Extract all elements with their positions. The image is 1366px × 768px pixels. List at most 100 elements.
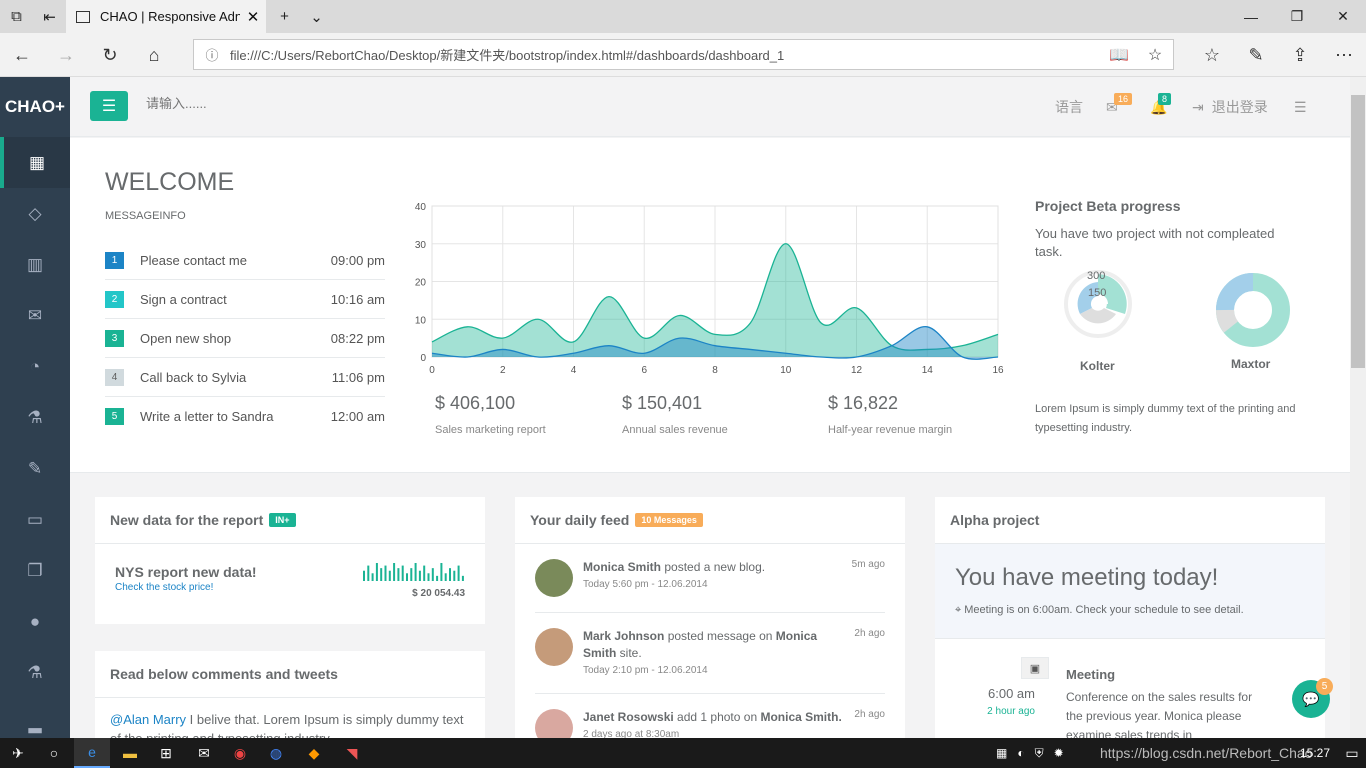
logout-link[interactable]: ⇥ 退出登录 bbox=[1192, 77, 1268, 137]
tab-preview-icon[interactable]: ⧉ bbox=[11, 8, 22, 25]
sparkline-bar bbox=[461, 575, 464, 581]
sublime-icon[interactable]: ◆ bbox=[308, 744, 320, 761]
sidebar-item-graphs[interactable]: ▥ bbox=[0, 239, 70, 290]
app-icon[interactable]: ◥ bbox=[346, 744, 358, 761]
start-icon[interactable]: ✈ bbox=[12, 744, 24, 761]
kolter-label-150: 150 bbox=[1088, 287, 1107, 299]
app-icon[interactable]: ◍ bbox=[269, 744, 283, 761]
tray-icon[interactable]: ◐ bbox=[1017, 746, 1025, 760]
notifications-button[interactable]: 🔔 8 bbox=[1150, 77, 1172, 137]
diamond-icon: ◇ bbox=[28, 203, 42, 223]
event-time: 6:00 am bbox=[988, 686, 1035, 701]
kolter-name: Kolter bbox=[1080, 359, 1115, 373]
edit-icon: ✎ bbox=[27, 458, 43, 478]
x-tick-label: 12 bbox=[851, 365, 863, 376]
menu-toggle-button[interactable]: ☰ bbox=[90, 91, 128, 121]
sidebar-item-ui-elements[interactable]: ⚗ bbox=[0, 647, 70, 698]
y-tick-label: 40 bbox=[415, 202, 427, 213]
feed-user[interactable]: Janet Rosowski bbox=[583, 710, 674, 724]
stat-block: $ 150,401 Annual sales revenue bbox=[622, 393, 728, 436]
restore-icon[interactable]: ❐ bbox=[1290, 8, 1304, 24]
sidebar-item-laptop[interactable]: ▂ bbox=[0, 698, 70, 749]
task-time: 11:06 pm bbox=[331, 369, 385, 385]
reading-view-icon[interactable]: 📖 bbox=[1109, 46, 1129, 64]
file-explorer-icon[interactable]: ▬ bbox=[123, 745, 137, 761]
feed-title: Your daily feed bbox=[530, 512, 630, 528]
feed-item[interactable]: Monica Smith posted a new blog. Today 5:… bbox=[535, 559, 885, 613]
web-note-pen-icon[interactable]: ✎ bbox=[1248, 44, 1264, 65]
refresh-icon[interactable]: ↻ bbox=[102, 44, 118, 65]
project-title: Project Beta progress bbox=[1035, 198, 1181, 214]
back-arrow-icon[interactable]: ← bbox=[13, 44, 31, 65]
sidebar-item-app-views[interactable]: ▭ bbox=[0, 494, 70, 545]
task-item[interactable]: 2 Sign a contract 10:16 am bbox=[105, 280, 385, 319]
sidebar-item-mailbox[interactable]: ✉ bbox=[0, 290, 70, 341]
new-tab-icon[interactable]: + bbox=[280, 8, 289, 25]
browser-tab[interactable]: CHAO | Responsive Adn ✕ bbox=[66, 0, 266, 33]
sidebar-item-forms[interactable]: ✎ bbox=[0, 443, 70, 494]
page-icon bbox=[76, 10, 90, 23]
close-tab-icon[interactable]: ✕ bbox=[246, 8, 260, 26]
address-bar[interactable]: ⓘ file:///C:/Users/RebortChao/Desktop/新建… bbox=[193, 39, 1174, 70]
shield-icon[interactable]: ⛨ bbox=[1034, 745, 1044, 760]
task-item[interactable]: 5 Write a letter to Sandra 12:00 am bbox=[105, 397, 385, 436]
minimize-icon[interactable]: — bbox=[1244, 8, 1258, 25]
search-input[interactable] bbox=[146, 96, 446, 111]
sidebar-item-metrics[interactable]: ◔ bbox=[0, 341, 70, 392]
logo[interactable]: CHAO+ bbox=[5, 97, 65, 116]
close-window-icon[interactable]: ✕ bbox=[1337, 8, 1349, 24]
tray-icon[interactable]: ▦ bbox=[996, 746, 1008, 760]
tray-icon[interactable]: ✹ bbox=[1053, 746, 1064, 760]
feed-target[interactable]: Monica Smith. bbox=[760, 710, 842, 724]
kolter-label-300: 300 bbox=[1087, 270, 1106, 282]
task-item[interactable]: 4 Call back to Sylvia 11:06 pm bbox=[105, 358, 385, 397]
store-icon[interactable]: ⊞ bbox=[160, 744, 172, 761]
mail-icon[interactable]: ✉ bbox=[198, 744, 210, 761]
tab-list-chevron-icon[interactable]: ⌄ bbox=[310, 8, 323, 26]
logout-label: 退出登录 bbox=[1211, 99, 1268, 115]
briefcase-icon: ▣ bbox=[1021, 657, 1049, 679]
chrome-icon[interactable]: ◉ bbox=[233, 744, 247, 761]
mail-button[interactable]: ✉ 16 bbox=[1106, 77, 1133, 137]
more-menu-icon[interactable]: ⋯ bbox=[1335, 44, 1353, 65]
set-aside-tabs-icon[interactable]: ⇤ bbox=[43, 8, 56, 26]
sparkline-bar bbox=[427, 573, 430, 581]
sidebar-item-misc[interactable]: ● bbox=[0, 596, 70, 647]
x-tick-label: 8 bbox=[712, 365, 718, 376]
sidebar-item-layouts[interactable]: ◇ bbox=[0, 188, 70, 239]
welcome-subtitle: MESSAGEINFO bbox=[105, 210, 186, 222]
edge-icon[interactable]: e bbox=[74, 738, 110, 768]
favorite-star-icon[interactable]: ☆ bbox=[1147, 46, 1163, 64]
task-item[interactable]: 3 Open new shop 08:22 pm bbox=[105, 319, 385, 358]
info-icon: ⓘ bbox=[205, 48, 219, 63]
home-icon[interactable]: ⌂ bbox=[148, 44, 160, 65]
forward-arrow-icon[interactable]: → bbox=[57, 44, 75, 65]
task-number: 3 bbox=[105, 329, 124, 347]
favorites-hub-icon[interactable]: ☆ bbox=[1203, 44, 1221, 65]
feed-item[interactable]: Janet Rosowski add 1 photo on Monica Smi… bbox=[535, 709, 885, 738]
cortana-icon[interactable]: ○ bbox=[49, 745, 59, 761]
feed-target[interactable]: Monica Smith bbox=[583, 629, 818, 660]
feed-date: Today 2:10 pm - 12.06.2014 bbox=[583, 665, 708, 676]
share-icon[interactable]: ⇪ bbox=[1292, 44, 1308, 65]
stat-block: $ 16,822 Half-year revenue margin bbox=[828, 393, 952, 436]
mention-link[interactable]: @Alan Marry bbox=[110, 712, 187, 727]
scrollbar-thumb[interactable] bbox=[1351, 95, 1365, 368]
right-sidebar-toggle[interactable]: ☰ bbox=[1294, 77, 1307, 137]
feed-date: Today 5:60 pm - 12.06.2014 bbox=[583, 579, 708, 590]
sidebar-item-dashboard[interactable]: ▦ bbox=[0, 137, 70, 188]
stat-block: $ 406,100 Sales marketing report bbox=[435, 393, 546, 436]
feed-user[interactable]: Monica Smith bbox=[583, 560, 662, 574]
feed-user[interactable]: Mark Johnson bbox=[583, 629, 665, 643]
language-link[interactable]: 语言 bbox=[1055, 99, 1083, 115]
task-number: 4 bbox=[105, 368, 124, 386]
task-time: 12:00 am bbox=[330, 409, 385, 424]
sidebar-item-widgets[interactable]: ⚗ bbox=[0, 392, 70, 443]
notification-icon[interactable]: ▭ bbox=[1345, 744, 1359, 761]
stock-price-link[interactable]: Check the stock price! bbox=[115, 582, 214, 593]
feed-item[interactable]: Mark Johnson posted message on Monica Sm… bbox=[535, 628, 885, 694]
url-text: file:///C:/Users/RebortChao/Desktop/新建文件… bbox=[230, 48, 785, 63]
browser-tab-bar: ⧉ ⇤ CHAO | Responsive Adn ✕ + ⌄ — ❐ ✕ bbox=[0, 0, 1366, 33]
sidebar-item-other-pages[interactable]: ❐ bbox=[0, 545, 70, 596]
task-item[interactable]: 1 Please contact me 09:00 pm bbox=[105, 241, 385, 280]
